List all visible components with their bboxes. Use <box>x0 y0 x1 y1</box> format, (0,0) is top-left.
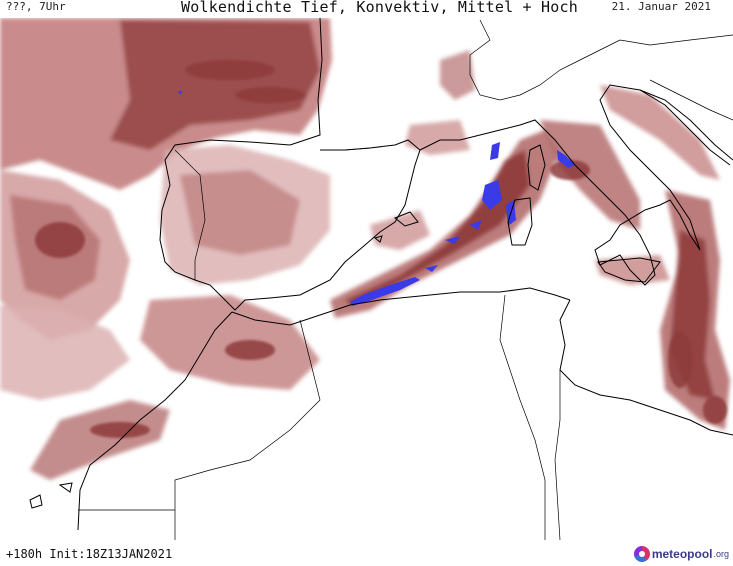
map-header: ???, 7Uhr Wolkendichte Tief, Konvektiv, … <box>0 0 733 18</box>
convective-cell <box>178 90 182 95</box>
valid-time-label: ???, 7Uhr <box>6 0 66 13</box>
coastline-balearics <box>394 211 419 227</box>
border-balkans <box>649 79 733 121</box>
cloud-streak <box>668 332 692 388</box>
cloud-streak <box>225 340 275 360</box>
cloud-field-morocco-south <box>30 400 170 480</box>
meteopool-logo[interactable]: meteopool .org <box>633 545 729 563</box>
convective-cell <box>557 150 575 168</box>
cloud-streak <box>550 160 590 180</box>
border-libya <box>554 370 561 540</box>
cloud-streak <box>90 422 150 438</box>
border-alps <box>469 19 733 101</box>
logo-tld: .org <box>713 549 729 559</box>
cloud-field-balearic <box>370 210 430 250</box>
cloud-field-sicily <box>595 255 670 285</box>
coastline-tunisia-libya <box>559 299 733 436</box>
coastline-gulf-of-lion <box>419 124 521 151</box>
coastline-france <box>289 18 323 146</box>
cloud-density-layer <box>0 18 730 480</box>
forecast-init-label: +180h Init:18Z13JAN2021 <box>6 547 173 561</box>
coastline-italy <box>519 84 731 286</box>
coastline-canaries <box>29 482 73 509</box>
cloud-field-italy <box>540 120 640 230</box>
cloud-field-atlantic-south <box>0 305 130 400</box>
coastline-layer <box>29 18 733 531</box>
border-layer <box>78 19 733 540</box>
convective-cell <box>425 265 438 272</box>
cloud-field-northwest-core <box>110 20 320 150</box>
cloud-field-alps <box>440 50 475 100</box>
cloud-streak <box>185 60 275 80</box>
logo-mark-icon <box>633 546 650 562</box>
border-france-spain <box>320 147 371 151</box>
cloud-field-med-core <box>345 150 530 305</box>
map-title: Wolkendichte Tief, Konvektiv, Mittel + H… <box>181 0 578 16</box>
cloud-field-morocco <box>140 295 320 390</box>
valid-date: 21. Januar 2021 <box>611 0 711 13</box>
cloud-field-adriatic <box>600 85 720 180</box>
convective-cell <box>445 236 460 244</box>
convective-cell <box>350 277 420 306</box>
coastline-balearics-minor <box>373 235 383 243</box>
weather-map <box>0 18 733 540</box>
cloud-field-provence <box>405 120 470 155</box>
convective-cell <box>482 180 502 210</box>
cloud-field-iberia-core <box>180 170 300 255</box>
coastline-adriatic-east <box>639 89 733 161</box>
convective-cell <box>490 142 500 160</box>
border-algeria-tunisia <box>499 294 546 540</box>
cloud-streak <box>703 396 727 424</box>
coastline-sicily <box>597 257 661 283</box>
cloud-streak <box>235 87 305 103</box>
logo-text: meteopool <box>651 547 713 561</box>
coastline-north-africa <box>231 287 571 326</box>
map-footer: +180h Init:18Z13JAN2021 meteopool .org <box>0 540 733 566</box>
coastline-corsica <box>527 144 546 191</box>
coastline-sardinia <box>507 197 533 246</box>
cloud-streak <box>35 222 85 258</box>
convective-cell <box>470 220 482 230</box>
coastline-morocco <box>77 311 233 531</box>
weather-map-svg <box>0 18 733 540</box>
border-spain-portugal <box>174 149 206 280</box>
border-morocco-algeria <box>174 319 321 540</box>
